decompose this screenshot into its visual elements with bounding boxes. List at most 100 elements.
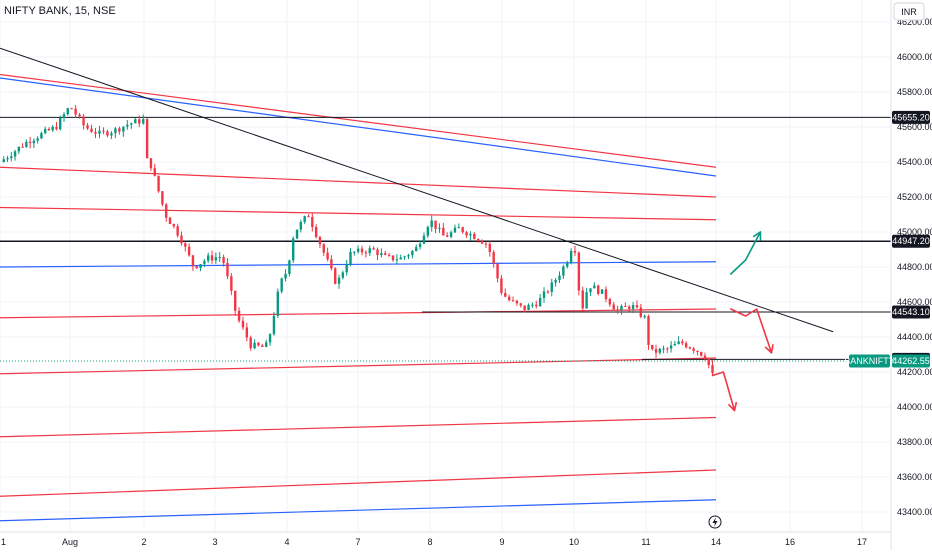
price-tick-label: 45000.00 — [897, 227, 932, 237]
candle-body — [199, 264, 202, 269]
candle-body — [21, 146, 24, 148]
annotation-arrows[interactable] — [711, 231, 774, 412]
candle-body — [597, 285, 600, 294]
candle-body — [51, 126, 54, 131]
candle-body — [415, 247, 418, 251]
candle-body — [446, 235, 449, 237]
candle-body — [237, 310, 241, 321]
candle-body — [187, 246, 191, 256]
candle-body — [106, 131, 109, 136]
symbol-tag-label: BANKNIFTY — [844, 356, 895, 366]
candle-body — [703, 355, 707, 359]
time-tick-label: Aug — [62, 537, 78, 547]
candle-body — [66, 108, 69, 115]
candle-body — [604, 289, 608, 300]
candle-body — [341, 272, 345, 278]
candle-body — [62, 114, 66, 118]
candle-body — [234, 290, 237, 311]
candle-body — [639, 307, 643, 317]
candle-body — [453, 227, 457, 233]
candle-body — [130, 123, 133, 125]
price-tick-label: 43600.00 — [897, 472, 932, 482]
trendline[interactable] — [0, 47, 834, 333]
time-tick-label: 16 — [785, 537, 795, 547]
trendline-segment[interactable] — [0, 47, 834, 333]
candle-body — [384, 253, 387, 255]
candle-body — [364, 252, 368, 254]
candle-body — [280, 278, 283, 292]
candle-body — [353, 251, 356, 253]
candle-body — [496, 263, 499, 279]
candle-body — [114, 128, 117, 134]
candle-body — [264, 342, 268, 347]
time-tick-label: 17 — [857, 537, 867, 547]
moving-average-line — [0, 499, 717, 522]
candle-body — [165, 204, 168, 218]
time-tick-label: 4 — [284, 537, 289, 547]
annotation-arrow[interactable] — [729, 231, 762, 275]
candle-body — [299, 221, 303, 230]
candle-body — [161, 191, 164, 205]
candle-body — [74, 108, 77, 115]
price-tag-label: 44262.55 — [892, 356, 930, 366]
lightning-icon[interactable] — [708, 515, 722, 529]
candle-body — [403, 256, 406, 258]
candle-body — [504, 292, 507, 297]
time-tick-label: 9 — [499, 537, 504, 547]
candle-body — [203, 260, 206, 265]
annotation-arrow[interactable] — [729, 308, 773, 354]
candle-body — [28, 141, 32, 144]
candle-body — [17, 146, 21, 152]
candle-body — [257, 342, 260, 346]
candle-body — [500, 278, 503, 293]
candle-body — [573, 250, 577, 253]
time-tick-label: 10 — [569, 537, 579, 547]
candle-body — [276, 291, 280, 316]
time-axis[interactable]: 1 Aug 2 3 4 7 8 9 10 11 14 16 17 — [1, 537, 867, 547]
candle-body — [449, 232, 453, 237]
candle-body — [360, 248, 364, 253]
price-tick-label: 44600.00 — [897, 297, 932, 307]
candle-body — [322, 244, 325, 253]
candle-body — [98, 130, 101, 134]
price-tick-label: 45600.00 — [897, 122, 932, 132]
candle-body — [387, 254, 391, 256]
candle-body — [349, 251, 352, 265]
candle-body — [558, 275, 561, 280]
candle-body — [288, 260, 291, 274]
candle-body — [700, 351, 703, 356]
candle-body — [272, 315, 276, 335]
price-tag — [892, 110, 930, 124]
candle-body — [422, 235, 426, 244]
candle-body — [461, 227, 464, 233]
candle-body — [172, 224, 176, 227]
candle-body — [311, 216, 314, 227]
moving-average-line — [0, 206, 717, 221]
candle-body — [134, 119, 137, 124]
candle-body — [688, 347, 692, 349]
price-tick-label: 44400.00 — [897, 332, 932, 342]
candle-body — [418, 243, 422, 248]
moving-average-line — [0, 77, 717, 177]
candle-body — [628, 306, 631, 309]
moving-average-line — [0, 416, 717, 438]
candle-body — [330, 259, 333, 269]
candle-body — [145, 119, 149, 159]
candle-body — [488, 243, 491, 253]
candle-body — [600, 289, 604, 294]
candle-body — [465, 232, 468, 236]
price-tick-label: 43400.00 — [897, 507, 932, 517]
candle-body — [677, 341, 680, 345]
candle-body — [268, 334, 272, 343]
candle-body — [711, 365, 714, 374]
candle-body — [411, 250, 414, 256]
candle-body — [149, 158, 153, 169]
price-series — [2, 105, 714, 376]
currency-button[interactable] — [893, 2, 925, 21]
price-axis[interactable]: 43400.00 43600.00 43800.00 44000.00 44200.00… — [897, 17, 932, 517]
candle-body — [399, 257, 402, 260]
candle-body — [666, 348, 669, 350]
annotation-arrow[interactable] — [711, 371, 736, 412]
